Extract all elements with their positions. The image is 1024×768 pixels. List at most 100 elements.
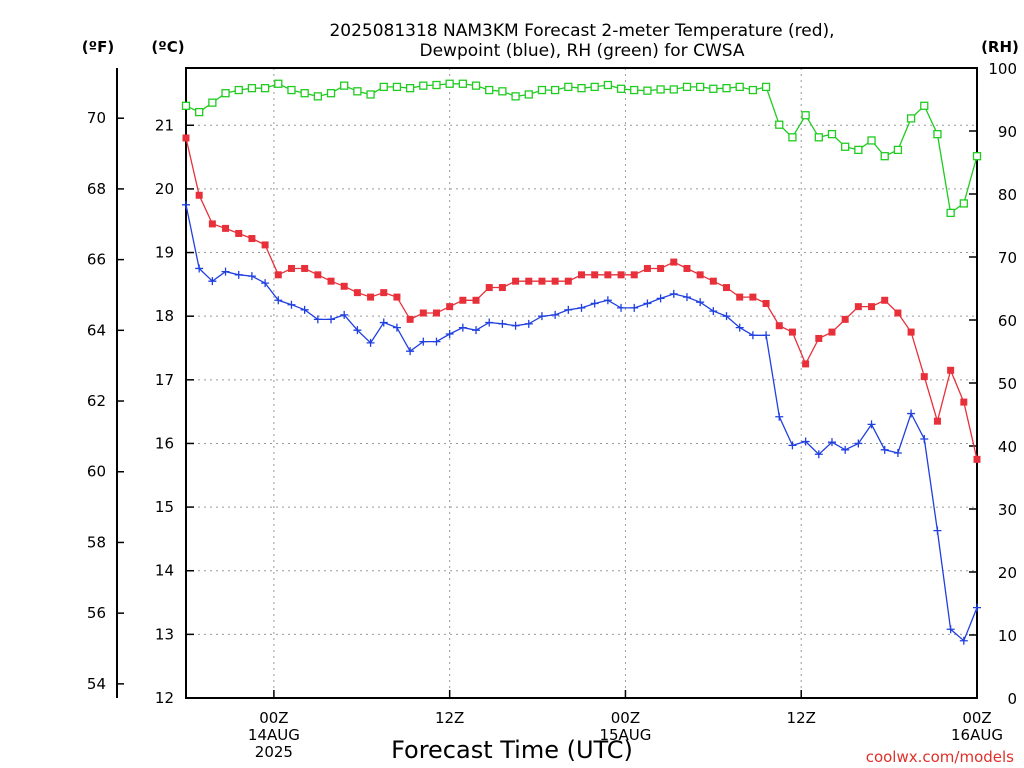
temperature-point bbox=[788, 328, 796, 336]
dewpoint-point bbox=[247, 272, 256, 281]
rh-point bbox=[405, 84, 415, 93]
chart-title-line2: Dewpoint (blue), RH (green) for CWSA bbox=[420, 41, 745, 61]
rh-point bbox=[893, 145, 903, 155]
dewpoint-point bbox=[195, 264, 204, 273]
time-tick-label: 2025 bbox=[255, 743, 293, 761]
rh-point bbox=[379, 82, 388, 92]
temperature-point bbox=[525, 277, 533, 285]
celsius-tick-label: 21 bbox=[155, 116, 174, 134]
rh-tick-label: 20 bbox=[998, 564, 1017, 582]
temperature-point bbox=[380, 289, 388, 297]
dewpoint-point bbox=[827, 438, 836, 447]
time-tick-label: 12Z bbox=[435, 709, 464, 727]
rh-tick-label: 100 bbox=[988, 60, 1017, 78]
dewpoint-point bbox=[933, 526, 942, 535]
temperature-point bbox=[446, 303, 454, 311]
temperature-point bbox=[274, 271, 282, 279]
temperature-point bbox=[604, 271, 612, 279]
temperature-point bbox=[235, 229, 243, 237]
temperature-point bbox=[551, 277, 559, 285]
temperature-point bbox=[578, 271, 585, 279]
dewpoint-point bbox=[656, 294, 665, 303]
rh-series bbox=[181, 79, 982, 218]
axes bbox=[116, 67, 978, 699]
temperature-point bbox=[327, 277, 335, 285]
dewpoint-point bbox=[221, 267, 230, 276]
dewpoint-point bbox=[709, 307, 718, 316]
dewpoint-point bbox=[274, 296, 283, 305]
rh-tick-label: 10 bbox=[998, 627, 1017, 645]
celsius-tick-label: 19 bbox=[155, 244, 174, 262]
dewpoint-point bbox=[327, 315, 336, 324]
rh-point bbox=[313, 92, 322, 101]
time-tick-label: 14AUG bbox=[248, 726, 300, 744]
dewpoint-point bbox=[551, 310, 560, 319]
dewpoint-point bbox=[788, 441, 797, 450]
temperature-point bbox=[802, 360, 810, 368]
rh-axis: 0 10 20 30 40 50 60 70 80 90 100 bbox=[969, 60, 1017, 708]
temperature-point bbox=[630, 271, 638, 279]
fahrenheit-tick-label: 54 bbox=[87, 675, 106, 693]
rh-point bbox=[801, 111, 810, 120]
temperature-point bbox=[828, 328, 836, 336]
rh-point bbox=[906, 114, 916, 123]
temperature-point bbox=[498, 284, 506, 292]
rh-point bbox=[537, 85, 547, 95]
dewpoint-point bbox=[524, 319, 533, 328]
temperature-point bbox=[920, 373, 928, 381]
celsius-tick-label: 20 bbox=[155, 180, 174, 198]
dewpoint-point bbox=[432, 337, 441, 346]
rh-tick-label: 50 bbox=[998, 375, 1017, 393]
celsius-tick-label: 12 bbox=[155, 689, 174, 707]
dewpoint-point bbox=[814, 450, 823, 459]
rh-tick-label: 80 bbox=[998, 186, 1017, 204]
dewpoint-point bbox=[643, 299, 652, 308]
rh-point bbox=[195, 107, 204, 117]
temperature-point bbox=[696, 271, 704, 279]
dewpoint-point bbox=[603, 296, 612, 305]
dewpoint-point bbox=[722, 312, 731, 321]
temperature-point bbox=[459, 296, 467, 304]
temperature-point bbox=[881, 296, 889, 304]
temperature-point bbox=[472, 296, 480, 304]
rh-tick-label: 90 bbox=[998, 123, 1017, 141]
rh-point bbox=[300, 89, 309, 98]
rh-point bbox=[959, 199, 968, 208]
rh-point bbox=[432, 80, 441, 90]
temperature-point bbox=[195, 191, 203, 199]
rh-point bbox=[669, 85, 678, 94]
celsius-unit-label: (ºC) bbox=[151, 38, 184, 56]
rh-point bbox=[234, 85, 243, 95]
rh-point bbox=[880, 152, 889, 161]
temperature-point bbox=[947, 366, 955, 374]
temperature-point bbox=[643, 264, 651, 272]
rh-point bbox=[564, 82, 573, 92]
dewpoint-point bbox=[564, 305, 573, 314]
time-tick-label: 00Z bbox=[962, 709, 991, 727]
dewpoint-series bbox=[182, 200, 981, 645]
rh-point bbox=[788, 133, 797, 142]
rh-point bbox=[498, 87, 507, 96]
rh-point bbox=[841, 142, 850, 151]
rh-point bbox=[260, 84, 270, 93]
dewpoint-point bbox=[366, 338, 375, 347]
temperature-point bbox=[960, 398, 968, 406]
rh-point bbox=[485, 85, 494, 95]
temperature-point bbox=[393, 293, 401, 301]
temperature-point bbox=[670, 258, 678, 266]
rh-point bbox=[326, 89, 336, 98]
dewpoint-point bbox=[379, 318, 388, 327]
dewpoint-point bbox=[801, 437, 810, 446]
temperature-point bbox=[340, 282, 348, 290]
temperature-point bbox=[419, 309, 427, 317]
rh-point bbox=[682, 82, 692, 92]
dewpoint-point bbox=[261, 279, 270, 288]
dewpoint-point bbox=[775, 412, 784, 421]
temperature-point bbox=[248, 235, 256, 243]
dewpoint-point bbox=[735, 323, 744, 332]
fahrenheit-tick-label: 64 bbox=[87, 321, 106, 339]
dewpoint-point bbox=[340, 310, 349, 319]
time-tick-label: 12Z bbox=[787, 709, 816, 727]
dewpoint-point bbox=[287, 300, 296, 309]
